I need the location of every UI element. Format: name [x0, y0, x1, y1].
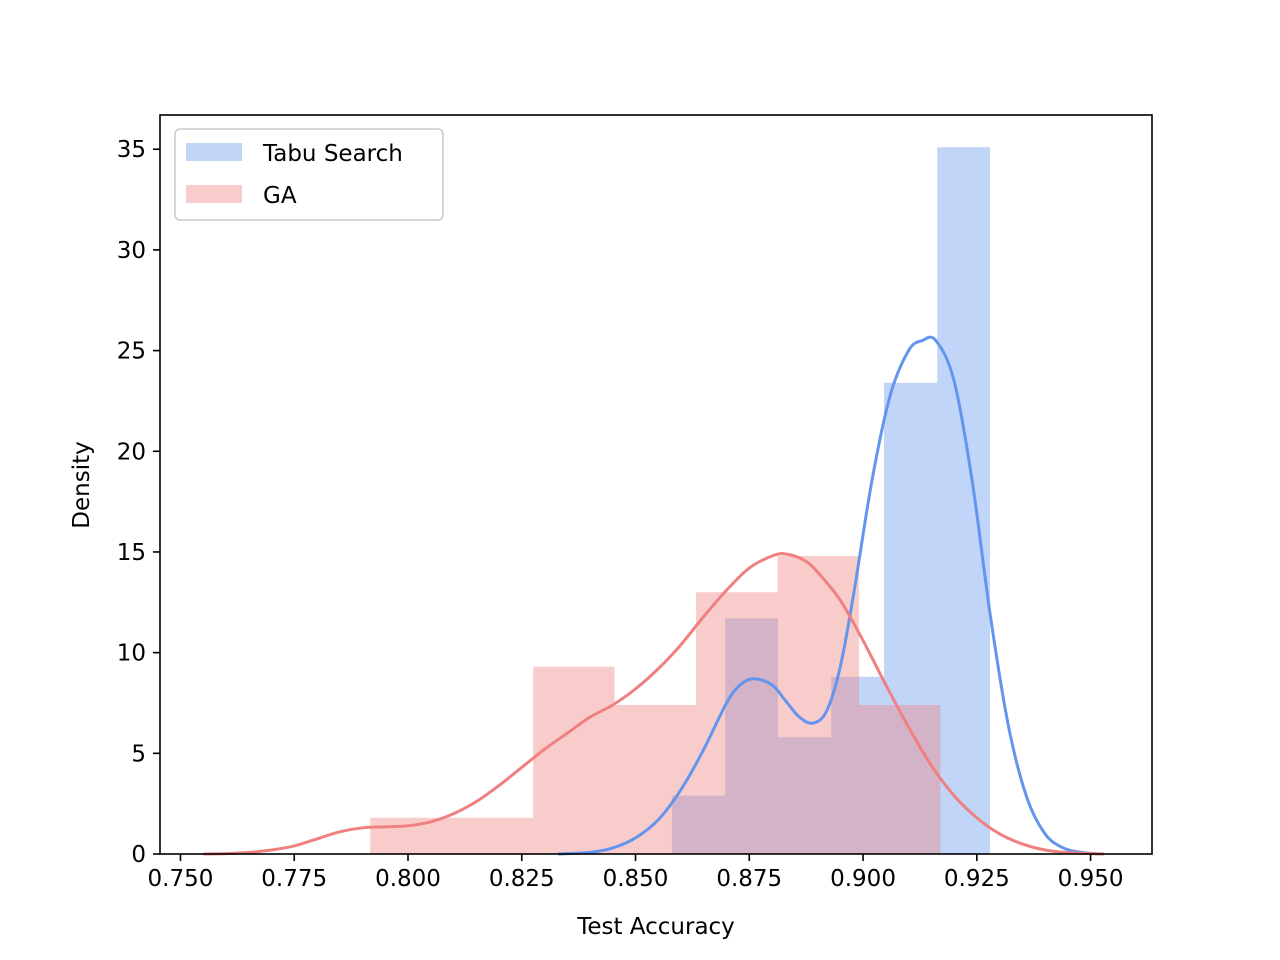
kde-curves: [203, 335, 1105, 856]
bar-ga-1: [370, 817, 452, 854]
y-tick-label: 30: [117, 238, 146, 264]
plot-frame: [159, 114, 1153, 855]
histogram-bars: [370, 147, 991, 855]
bar-ga-5: [696, 592, 778, 854]
kde-line-ga: [203, 552, 1105, 856]
y-tick-label: 0: [131, 842, 146, 868]
bar-tabu-search-3: [777, 737, 832, 854]
x-tick-label: 0.800: [375, 866, 441, 892]
x-tick-label: 0.875: [716, 866, 782, 892]
x-tick-label: 0.750: [148, 866, 214, 892]
bar-ga-3: [533, 666, 615, 854]
legend: Tabu Search GA: [174, 128, 444, 221]
y-tick-label: 10: [117, 641, 146, 667]
x-axis-title: Test Accuracy: [576, 914, 735, 940]
y-axis-ticks: 0 5 10 15 20 25 30 35: [117, 137, 160, 868]
y-axis-title: Density: [69, 441, 95, 528]
x-tick-label: 0.900: [830, 866, 896, 892]
legend-label-tabu-search: Tabu Search: [262, 141, 403, 167]
legend-swatch-ga: [186, 185, 242, 203]
bar-tabu-search-6: [937, 147, 991, 855]
bar-ga-2: [451, 817, 534, 854]
bar-tabu-search-4: [831, 676, 884, 854]
y-tick-label: 20: [117, 439, 146, 465]
x-tick-label: 0.925: [944, 866, 1010, 892]
y-tick-label: 35: [117, 137, 146, 163]
y-tick-label: 5: [131, 741, 146, 767]
x-tick-label: 0.850: [603, 866, 669, 892]
x-tick-label: 0.775: [261, 866, 327, 892]
bar-ga-7: [858, 704, 941, 854]
bar-tabu-search-5: [883, 382, 938, 854]
legend-frame: [174, 128, 444, 221]
bar-tabu-search-2: [725, 618, 778, 854]
bar-tabu-search-1: [671, 795, 726, 854]
y-tick-label: 15: [117, 540, 146, 566]
y-tick-label: 25: [117, 339, 146, 365]
legend-swatch-tabu-search: [186, 143, 242, 161]
kde-line-tabu-search: [558, 335, 1100, 856]
x-tick-label: 0.825: [489, 866, 555, 892]
plot-background: [160, 115, 1152, 854]
x-tick-label: 0.950: [1058, 866, 1124, 892]
bar-ga-4: [614, 704, 697, 854]
legend-label-ga: GA: [263, 183, 297, 209]
x-axis-ticks: 0.750 0.775 0.800 0.825 0.850 0.875 0.900 0.925…: [148, 854, 1124, 892]
